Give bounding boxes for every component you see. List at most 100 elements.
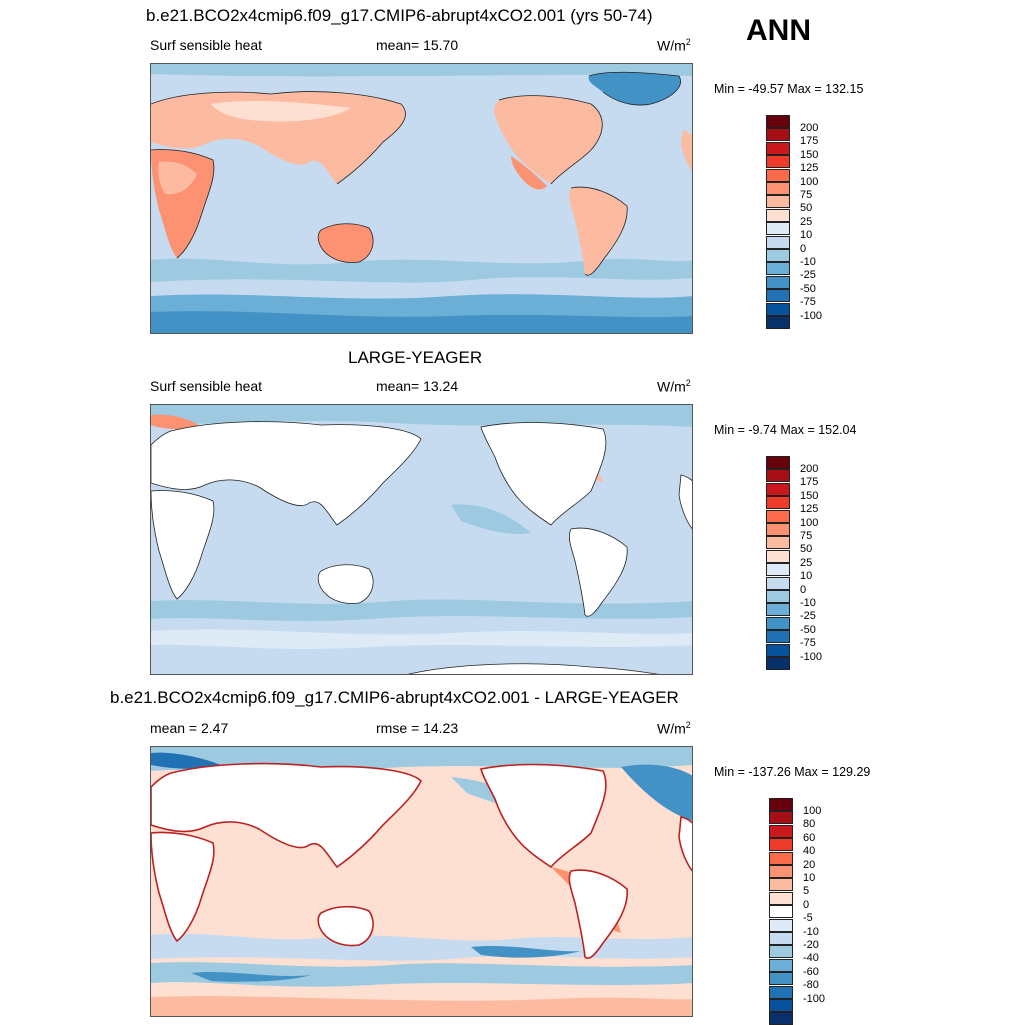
colorbar-label: 100 bbox=[803, 804, 822, 817]
colorbar-label: -50 bbox=[800, 623, 816, 636]
colorbar-label: -40 bbox=[803, 952, 819, 965]
colorbar-label: 10 bbox=[800, 229, 813, 242]
panel3-mean-label: mean = 2.47 bbox=[150, 720, 229, 736]
colorbar-label: -75 bbox=[800, 296, 816, 309]
colorbar-swatch bbox=[769, 945, 793, 959]
colorbar-swatch bbox=[766, 195, 790, 209]
colorbar-swatch bbox=[766, 289, 790, 303]
colorbar-label: 50 bbox=[800, 202, 813, 215]
colorbar-label: 200 bbox=[800, 462, 819, 475]
colorbar-label: 50 bbox=[800, 543, 813, 556]
colorbar-swatch bbox=[766, 523, 790, 536]
colorbar-swatch bbox=[769, 905, 793, 919]
colorbar-swatch bbox=[769, 932, 793, 945]
colorbar-swatch bbox=[766, 262, 790, 276]
colorbar-swatch bbox=[766, 469, 790, 483]
colorbar-label: 25 bbox=[800, 556, 813, 569]
colorbar-label: 40 bbox=[803, 845, 816, 858]
colorbar-swatch bbox=[769, 878, 793, 892]
panel3-minmax: Min = -137.26 Max = 129.29 bbox=[714, 765, 871, 779]
colorbar-swatch bbox=[766, 168, 790, 182]
colorbar-swatch bbox=[766, 115, 790, 128]
colorbar-swatch bbox=[766, 603, 790, 617]
panel3-rmse-label: rmse = 14.23 bbox=[376, 720, 459, 736]
colorbar-swatch bbox=[766, 643, 790, 657]
colorbar-label: 5 bbox=[803, 885, 810, 898]
colorbar-label: 125 bbox=[800, 162, 819, 175]
colorbar-swatch bbox=[769, 851, 793, 865]
panel2-units: W/m2 bbox=[657, 378, 691, 395]
panel3-units: W/m2 bbox=[657, 720, 691, 737]
colorbar-label: 100 bbox=[800, 516, 819, 529]
panel1-variable-label: Surf sensible heat bbox=[150, 37, 263, 53]
colorbar-swatch bbox=[766, 509, 790, 523]
colorbar-label: -25 bbox=[800, 610, 816, 623]
colorbar-swatch bbox=[769, 891, 793, 905]
colorbar-swatch bbox=[766, 630, 790, 644]
colorbar-label: 175 bbox=[800, 476, 819, 489]
colorbar-swatch bbox=[766, 128, 790, 142]
colorbar-swatch bbox=[766, 302, 790, 316]
colorbar-label: 125 bbox=[800, 503, 819, 516]
colorbar-label: -10 bbox=[800, 255, 816, 268]
colorbar-label: 10 bbox=[800, 570, 813, 583]
panel1-units: W/m2 bbox=[657, 37, 691, 54]
panel2-variable-label: Surf sensible heat bbox=[150, 378, 263, 394]
colorbar-swatch bbox=[769, 798, 793, 811]
colorbar-swatch bbox=[766, 208, 790, 222]
colorbar-label: -100 bbox=[800, 650, 823, 663]
colorbar-swatch bbox=[766, 563, 790, 577]
colorbar-swatch bbox=[769, 999, 793, 1012]
colorbar-label: -50 bbox=[800, 282, 816, 295]
colorbar-swatch bbox=[766, 141, 790, 155]
colorbar-label: 150 bbox=[800, 148, 819, 161]
colorbar-label: -20 bbox=[803, 938, 819, 951]
colorbar-label: -100 bbox=[800, 309, 823, 322]
colorbar-label: -100 bbox=[803, 992, 826, 1005]
colorbar-swatch bbox=[766, 222, 790, 236]
colorbar-swatch bbox=[769, 958, 793, 972]
colorbar-swatch bbox=[766, 657, 790, 670]
colorbar-swatch bbox=[769, 824, 793, 838]
colorbar-label: 175 bbox=[800, 135, 819, 148]
colorbar-swatch bbox=[769, 972, 793, 986]
colorbar-label: 80 bbox=[803, 818, 816, 831]
colorbar-label: 60 bbox=[803, 831, 816, 844]
panel3-map bbox=[150, 746, 693, 1017]
colorbar-label: 10 bbox=[803, 871, 816, 884]
colorbar-swatch bbox=[766, 576, 790, 590]
colorbar-swatch bbox=[766, 155, 790, 169]
colorbar-swatch bbox=[766, 235, 790, 249]
colorbar-swatch bbox=[766, 482, 790, 496]
colorbar-label: -60 bbox=[803, 965, 819, 978]
panel2-minmax: Min = -9.74 Max = 152.04 bbox=[714, 423, 857, 437]
colorbar-label: -25 bbox=[800, 269, 816, 282]
panel3-title: b.e21.BCO2x4cmip6.f09_g17.CMIP6-abrupt4x… bbox=[110, 688, 679, 707]
colorbar-label: -10 bbox=[803, 925, 819, 938]
colorbar-swatch bbox=[766, 456, 790, 469]
colorbar-label: 20 bbox=[803, 858, 816, 871]
panel1-minmax: Min = -49.57 Max = 132.15 bbox=[714, 82, 864, 96]
colorbar-swatch bbox=[766, 249, 790, 262]
colorbar-swatch bbox=[769, 985, 793, 999]
colorbar-swatch bbox=[769, 918, 793, 932]
colorbar-swatch bbox=[766, 536, 790, 550]
panel2-map bbox=[150, 404, 693, 675]
colorbar-swatch bbox=[766, 590, 790, 603]
season-label: ANN bbox=[746, 14, 811, 47]
panel2-title: LARGE-YEAGER bbox=[348, 348, 483, 367]
colorbar-swatch bbox=[766, 616, 790, 630]
colorbar-swatch bbox=[766, 549, 790, 563]
colorbar-label: 0 bbox=[800, 242, 807, 255]
colorbar-label: 150 bbox=[800, 489, 819, 502]
colorbar-swatch bbox=[769, 865, 793, 878]
colorbar-label: -80 bbox=[803, 979, 819, 992]
colorbar-label: 0 bbox=[800, 583, 807, 596]
panel1-mean-label: mean= 15.70 bbox=[376, 37, 459, 53]
colorbar-label: 75 bbox=[800, 529, 813, 542]
colorbar-swatch bbox=[769, 811, 793, 825]
panel1-map bbox=[150, 63, 693, 334]
colorbar-label: 200 bbox=[800, 121, 819, 134]
colorbar-label: 0 bbox=[803, 898, 810, 911]
panel1-title: b.e21.BCO2x4cmip6.f09_g17.CMIP6-abrupt4x… bbox=[146, 6, 653, 25]
